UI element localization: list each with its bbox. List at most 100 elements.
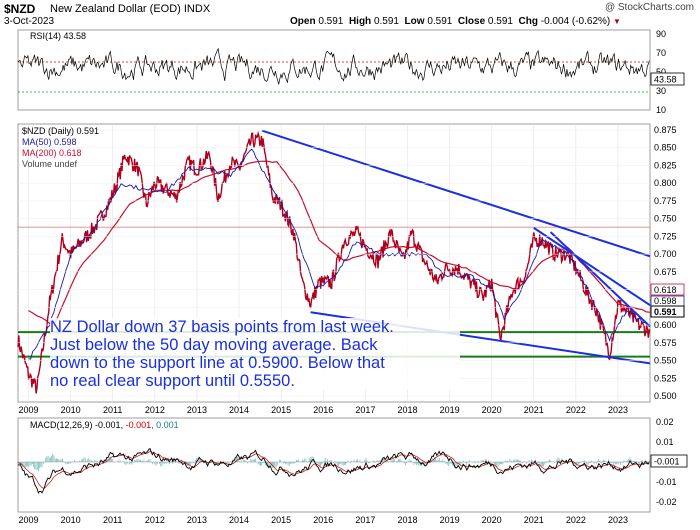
rsi-tick-label: 10 — [656, 105, 666, 115]
close-label: Close — [457, 16, 486, 27]
price-tick-label: 0.525 — [654, 373, 677, 383]
macd-tick-label: -0.01 — [656, 477, 677, 487]
macd-value-tag: -0.001 — [654, 457, 680, 467]
rsi-tick-label: 50 — [656, 67, 666, 77]
x-tick-label-bottom: 2012 — [145, 515, 165, 525]
rsi-tick-label: 90 — [656, 29, 666, 39]
x-tick-label: 2012 — [145, 405, 165, 415]
x-tick-label: 2019 — [440, 405, 460, 415]
short-trend-line-1 — [533, 227, 651, 307]
x-tick-label: 2013 — [187, 405, 207, 415]
x-tick-label-bottom: 2011 — [103, 515, 122, 525]
rsi-tick-label: 70 — [656, 48, 666, 58]
high-value: 0.591 — [373, 16, 399, 27]
price-tick-label: 0.500 — [654, 391, 677, 401]
ohlc-quote: Open 0.591 High 0.591 Low 0.591 Close 0.… — [290, 16, 621, 27]
macd-legend-v1: -0.001, — [95, 420, 123, 430]
macd-line — [17, 447, 650, 494]
ma200-value-tag: 0.618 — [654, 285, 677, 295]
x-tick-label-bottom: 2009 — [19, 515, 39, 525]
x-tick-label-bottom: 2014 — [229, 515, 249, 525]
x-tick-label: 2016 — [313, 405, 333, 415]
macd-legend-v2: -0.001, — [126, 420, 154, 430]
chg-label: Chg — [518, 16, 538, 27]
low-label: Low — [404, 16, 425, 27]
price-tick-label: 0.725 — [654, 231, 677, 241]
low-value: 0.591 — [427, 16, 453, 27]
price-legend: $NZD (Daily) 0.591 MA(50) 0.598 MA(200) … — [22, 126, 99, 169]
quote-date: 3-Oct-2023 — [4, 16, 55, 27]
legend-volume: Volume undef — [22, 159, 78, 169]
close-value-tag: 0.591 — [654, 307, 677, 317]
macd-panel: MACD(12,26,9) -0.001, -0.001, 0.001 0.02… — [17, 417, 688, 513]
x-tick-label: 2010 — [61, 405, 81, 415]
x-tick-label-bottom: 2019 — [440, 515, 460, 525]
x-tick-label: 2022 — [566, 405, 586, 415]
open-value: 0.591 — [318, 16, 344, 27]
x-tick-label: 2011 — [103, 405, 122, 415]
chg-value: -0.004 (-0.62%) — [540, 16, 611, 27]
x-tick-label-bottom: 2017 — [355, 515, 375, 525]
price-tick-label: 0.850 — [654, 143, 677, 153]
high-label: High — [348, 16, 372, 27]
annotation-line-4: no real clear support until 0.5550. — [50, 372, 295, 390]
rsi-panel: RSI(14) 43.58 90 70 50 30 10 43.58 — [17, 29, 685, 115]
rsi-line — [17, 47, 650, 85]
x-tick-label-bottom: 2022 — [566, 515, 586, 525]
short-trend-line-2 — [549, 231, 651, 328]
macd-legend: MACD(12,26,9) -0.001, -0.001, 0.001 — [30, 420, 179, 430]
down-arrow-icon: ▼ — [613, 17, 621, 26]
ma50-value-tag: 0.598 — [654, 296, 677, 306]
stockcharts-credit[interactable]: @ StockCharts.com — [604, 2, 694, 13]
price-tick-label: 0.750 — [654, 214, 677, 224]
rsi-value-tag: 43.58 — [654, 75, 677, 85]
x-tick-label-bottom: 2023 — [608, 515, 628, 525]
macd-tick-label: 0.02 — [656, 417, 674, 427]
annotation-line-3: down to the support line at 0.5900. Belo… — [50, 354, 385, 372]
price-tick-label: 0.550 — [654, 356, 677, 366]
x-tick-label-bottom: 2013 — [187, 515, 207, 525]
x-tick-label-bottom: 2020 — [482, 515, 502, 525]
x-tick-label: 2021 — [524, 405, 544, 415]
ticker: $NZD — [4, 2, 36, 16]
price-tick-label: 0.775 — [654, 196, 677, 206]
price-tick-label: 0.700 — [654, 249, 677, 259]
price-tick-label: 0.675 — [654, 267, 677, 277]
price-line — [17, 130, 651, 394]
rsi-legend: RSI(14) 43.58 — [30, 31, 86, 41]
annotation-text: NZ Dollar down 37 basis points from last… — [50, 318, 460, 390]
annotation-line-2: Just below the 50 day moving average. Ba… — [50, 336, 378, 354]
x-tick-label-bottom: 2015 — [271, 515, 291, 525]
price-panel: 0.875 0.850 0.825 0.800 0.775 0.750 0.725 0.700… — [17, 123, 685, 403]
rsi-tick-label: 30 — [656, 86, 666, 96]
open-label: Open — [290, 16, 316, 27]
macd-histogram — [17, 453, 650, 472]
macd-tick-label: 0.01 — [656, 437, 674, 447]
x-tick-label: 2023 — [608, 405, 628, 415]
legend-main: $NZD (Daily) 0.591 — [22, 126, 99, 136]
price-tick-label: 0.825 — [654, 160, 677, 170]
x-tick-label-bottom: 2016 — [313, 515, 333, 525]
upper-trend-line — [261, 129, 651, 258]
legend-ma50: MA(50) 0.598 — [22, 137, 77, 147]
macd-legend-v3: 0.001 — [156, 420, 179, 430]
x-tick-label: 2020 — [482, 405, 502, 415]
price-tick-label: 0.575 — [654, 338, 677, 348]
legend-ma200: MA(200) 0.618 — [22, 148, 82, 158]
x-tick-label-bottom: 2021 — [524, 515, 544, 525]
x-tick-label: 2018 — [397, 405, 417, 415]
price-tick-label: 0.875 — [654, 125, 677, 135]
close-value: 0.591 — [487, 16, 513, 27]
price-tick-label: 0.800 — [654, 178, 677, 188]
instrument-name: New Zealand Dollar (EOD) INDX — [50, 3, 211, 15]
ma200-line — [28, 160, 651, 326]
x-tick-label-bottom: 2010 — [61, 515, 81, 525]
x-tick-label: 2015 — [271, 405, 291, 415]
macd-signal-line — [17, 451, 650, 489]
ma50-line — [28, 148, 651, 360]
x-tick-label: 2017 — [355, 405, 375, 415]
annotation-line-1: NZ Dollar down 37 basis points from last… — [50, 318, 394, 336]
price-tick-label: 0.600 — [654, 320, 677, 330]
macd-tick-label: -0.02 — [656, 497, 677, 507]
